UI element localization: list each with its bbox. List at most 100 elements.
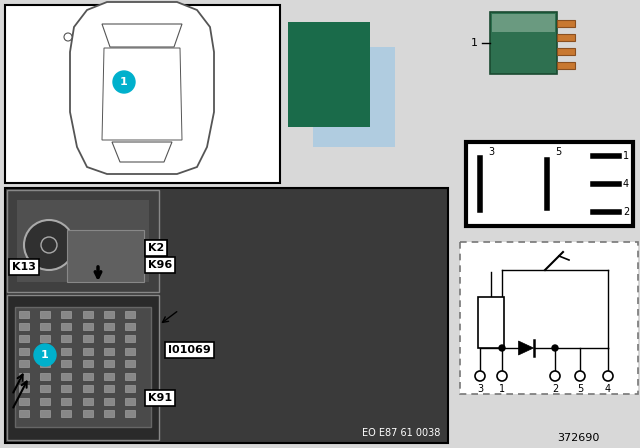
Bar xyxy=(125,360,135,367)
Bar xyxy=(19,348,29,355)
Text: 1: 1 xyxy=(41,350,49,360)
Bar xyxy=(125,398,135,405)
Bar xyxy=(7,190,159,292)
Circle shape xyxy=(475,371,485,381)
Bar xyxy=(460,242,638,394)
Bar xyxy=(125,335,135,342)
Bar xyxy=(40,323,50,330)
Bar xyxy=(492,14,555,32)
Bar xyxy=(557,48,575,55)
Bar xyxy=(19,360,29,367)
Bar xyxy=(104,410,114,417)
Text: K91: K91 xyxy=(148,393,172,403)
Bar xyxy=(61,335,71,342)
Text: 2: 2 xyxy=(552,384,558,394)
Circle shape xyxy=(499,345,505,351)
Circle shape xyxy=(24,220,74,270)
Bar xyxy=(288,22,370,127)
Bar xyxy=(490,12,557,74)
Text: 2: 2 xyxy=(623,207,629,217)
Text: 1: 1 xyxy=(471,38,478,48)
Bar xyxy=(557,62,575,69)
Bar xyxy=(61,323,71,330)
Bar xyxy=(478,297,504,348)
Text: 4: 4 xyxy=(623,179,629,189)
Bar xyxy=(5,188,448,443)
Bar xyxy=(19,373,29,380)
Text: K96: K96 xyxy=(148,260,172,270)
Polygon shape xyxy=(102,48,182,140)
Circle shape xyxy=(552,345,558,351)
Bar xyxy=(83,385,93,392)
Bar xyxy=(61,348,71,355)
Text: 3: 3 xyxy=(477,384,483,394)
Polygon shape xyxy=(112,142,172,162)
Bar xyxy=(460,242,638,394)
Circle shape xyxy=(497,371,507,381)
Bar xyxy=(125,385,135,392)
Text: EO E87 61 0038: EO E87 61 0038 xyxy=(362,428,440,438)
Bar xyxy=(83,311,93,318)
Bar xyxy=(40,385,50,392)
Bar xyxy=(17,200,149,282)
Bar xyxy=(104,323,114,330)
Bar xyxy=(61,398,71,405)
Bar xyxy=(83,398,93,405)
Polygon shape xyxy=(518,341,534,355)
Bar xyxy=(19,410,29,417)
Bar xyxy=(40,360,50,367)
Bar xyxy=(19,398,29,405)
Circle shape xyxy=(575,371,585,381)
Text: 1: 1 xyxy=(499,384,505,394)
Bar xyxy=(125,373,135,380)
Bar xyxy=(125,323,135,330)
Bar xyxy=(125,311,135,318)
Bar xyxy=(83,335,93,342)
Bar xyxy=(104,311,114,318)
Bar xyxy=(557,34,575,41)
Text: I01069: I01069 xyxy=(168,345,211,355)
Bar xyxy=(104,398,114,405)
Bar xyxy=(125,410,135,417)
Bar xyxy=(19,311,29,318)
Circle shape xyxy=(64,33,72,41)
Bar xyxy=(104,335,114,342)
Bar xyxy=(61,311,71,318)
Text: 372690: 372690 xyxy=(557,433,600,443)
Bar xyxy=(466,142,633,226)
Bar xyxy=(40,335,50,342)
Bar xyxy=(104,360,114,367)
Text: 1: 1 xyxy=(623,151,629,161)
Bar xyxy=(83,360,93,367)
Bar xyxy=(61,385,71,392)
Text: 3: 3 xyxy=(488,147,494,157)
Bar xyxy=(7,295,159,440)
Bar xyxy=(15,307,151,427)
Bar xyxy=(125,348,135,355)
Bar xyxy=(40,348,50,355)
Bar xyxy=(40,373,50,380)
Bar xyxy=(40,398,50,405)
Polygon shape xyxy=(70,2,214,174)
Bar xyxy=(83,410,93,417)
Bar xyxy=(40,410,50,417)
Bar xyxy=(61,360,71,367)
Bar xyxy=(40,311,50,318)
Bar xyxy=(61,373,71,380)
Bar xyxy=(61,410,71,417)
Text: 5: 5 xyxy=(577,384,583,394)
Circle shape xyxy=(550,371,560,381)
Bar xyxy=(19,385,29,392)
Bar xyxy=(313,47,395,147)
Bar xyxy=(83,348,93,355)
Circle shape xyxy=(34,344,56,366)
Bar xyxy=(19,335,29,342)
Circle shape xyxy=(113,71,135,93)
Text: 4: 4 xyxy=(605,384,611,394)
Bar xyxy=(104,348,114,355)
Polygon shape xyxy=(102,24,182,47)
Bar xyxy=(83,323,93,330)
Text: K2: K2 xyxy=(148,243,164,253)
Bar xyxy=(67,230,144,282)
Text: K13: K13 xyxy=(12,262,36,272)
